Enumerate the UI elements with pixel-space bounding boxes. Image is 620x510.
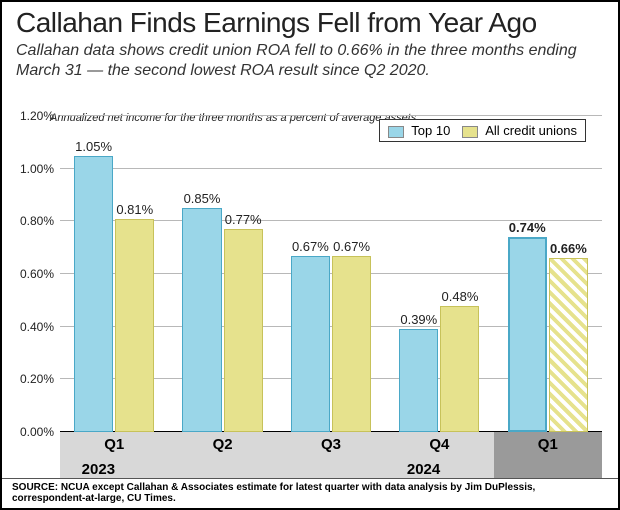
- x-category-2023Q3: Q3: [277, 432, 385, 480]
- x-axis: Q1Q2Q3Q4Q120232024: [60, 432, 602, 480]
- bar-top10-2023Q1: [74, 156, 113, 433]
- legend-item-top10: Top 10: [388, 123, 450, 138]
- y-tick-label: 1.20%: [20, 109, 60, 123]
- bar-top10-2023Q2: [182, 208, 221, 432]
- bar-top10-2024Q1: [508, 237, 547, 432]
- bar-label-top10-2023Q3: 0.67%: [292, 239, 329, 254]
- year-label-2024: 2024: [407, 461, 440, 478]
- bar-label-allcu-2023Q3: 0.67%: [333, 239, 370, 254]
- bar-label-top10-2024Q1: 0.74%: [509, 220, 546, 235]
- legend-swatch-top10: [388, 126, 404, 138]
- bar-label-allcu-2023Q1: 0.81%: [116, 202, 153, 217]
- gridline: [60, 168, 602, 169]
- source-line: SOURCE: NCUA except Callahan & Associate…: [2, 478, 618, 508]
- chart-title: Callahan Finds Earnings Fell from Year A…: [2, 2, 618, 39]
- chart-subtitle: Callahan data shows credit union ROA fel…: [2, 39, 618, 85]
- y-tick-label: 0.40%: [20, 320, 60, 334]
- bar-label-top10-2023Q1: 1.05%: [75, 139, 112, 154]
- bar-top10-2023Q3: [291, 256, 330, 432]
- legend-label-allcu: All credit unions: [485, 123, 577, 138]
- bar-allcu-2023Q4: [440, 306, 479, 432]
- x-category-2023Q2: Q2: [168, 432, 276, 480]
- year-label-2023: 2023: [82, 461, 115, 478]
- legend: Top 10 All credit unions: [379, 119, 586, 142]
- bar-allcu-2023Q2: [224, 229, 263, 432]
- bar-allcu-2023Q1: [115, 219, 154, 432]
- gridline: [60, 115, 602, 116]
- legend-swatch-allcu: [462, 126, 478, 138]
- legend-label-top10: Top 10: [411, 123, 450, 138]
- bar-allcu-2024Q1: [549, 258, 588, 432]
- bar-label-allcu-2023Q2: 0.77%: [225, 212, 262, 227]
- bar-allcu-2023Q3: [332, 256, 371, 432]
- bar-label-top10-2023Q4: 0.39%: [400, 312, 437, 327]
- chart-container: Callahan Finds Earnings Fell from Year A…: [0, 0, 620, 510]
- y-tick-label: 1.00%: [20, 162, 60, 176]
- y-tick-label: 0.60%: [20, 267, 60, 281]
- y-tick-label: 0.80%: [20, 214, 60, 228]
- bar-label-allcu-2023Q4: 0.48%: [442, 289, 479, 304]
- bar-label-top10-2023Q2: 0.85%: [184, 191, 221, 206]
- legend-item-allcu: All credit unions: [462, 123, 577, 138]
- y-tick-label: 0.20%: [20, 372, 60, 386]
- plot-region: Top 10 All credit unions 0.00%0.20%0.40%…: [60, 116, 602, 432]
- y-tick-label: 0.00%: [20, 425, 60, 439]
- x-category-2024Q1: Q1: [494, 432, 602, 480]
- bar-label-allcu-2024Q1: 0.66%: [550, 241, 587, 256]
- bar-top10-2023Q4: [399, 329, 438, 432]
- chart-area: Annualized net income for the three mont…: [12, 112, 608, 480]
